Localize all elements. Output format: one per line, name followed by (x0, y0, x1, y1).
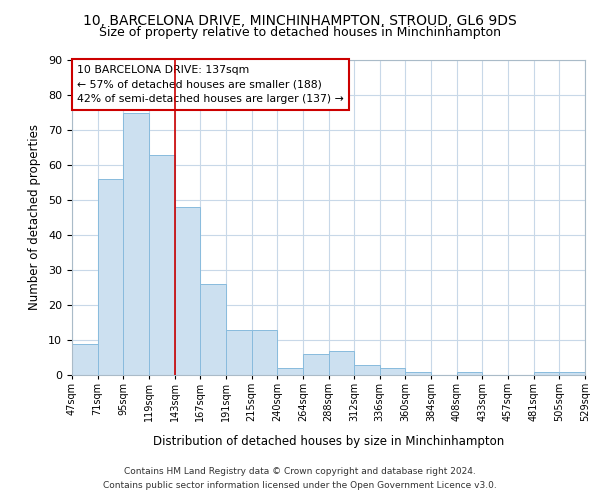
Bar (226, 330, 251, 375)
Bar (277, 368, 303, 375)
Bar (124, 112, 149, 375)
Bar (251, 330, 277, 375)
Bar (354, 364, 380, 375)
Text: 10, BARCELONA DRIVE, MINCHINHAMPTON, STROUD, GL6 9DS: 10, BARCELONA DRIVE, MINCHINHAMPTON, STR… (83, 14, 517, 28)
Text: Contains public sector information licensed under the Open Government Licence v3: Contains public sector information licen… (103, 481, 497, 490)
Bar (149, 154, 175, 375)
Bar (406, 372, 431, 375)
Bar (175, 207, 200, 375)
Bar (380, 368, 406, 375)
Text: 10 BARCELONA DRIVE: 137sqm
← 57% of detached houses are smaller (188)
42% of sem: 10 BARCELONA DRIVE: 137sqm ← 57% of deta… (77, 64, 344, 104)
Bar (98, 179, 124, 375)
Y-axis label: Number of detached properties: Number of detached properties (28, 124, 41, 310)
Bar (329, 350, 354, 375)
Bar (457, 372, 482, 375)
Text: Size of property relative to detached houses in Minchinhampton: Size of property relative to detached ho… (99, 26, 501, 39)
X-axis label: Distribution of detached houses by size in Minchinhampton: Distribution of detached houses by size … (153, 435, 504, 448)
Bar (303, 354, 329, 375)
Bar (534, 372, 559, 375)
Bar (200, 284, 226, 375)
Bar (72, 344, 98, 375)
Text: Contains HM Land Registry data © Crown copyright and database right 2024.: Contains HM Land Registry data © Crown c… (124, 467, 476, 476)
Bar (559, 372, 585, 375)
